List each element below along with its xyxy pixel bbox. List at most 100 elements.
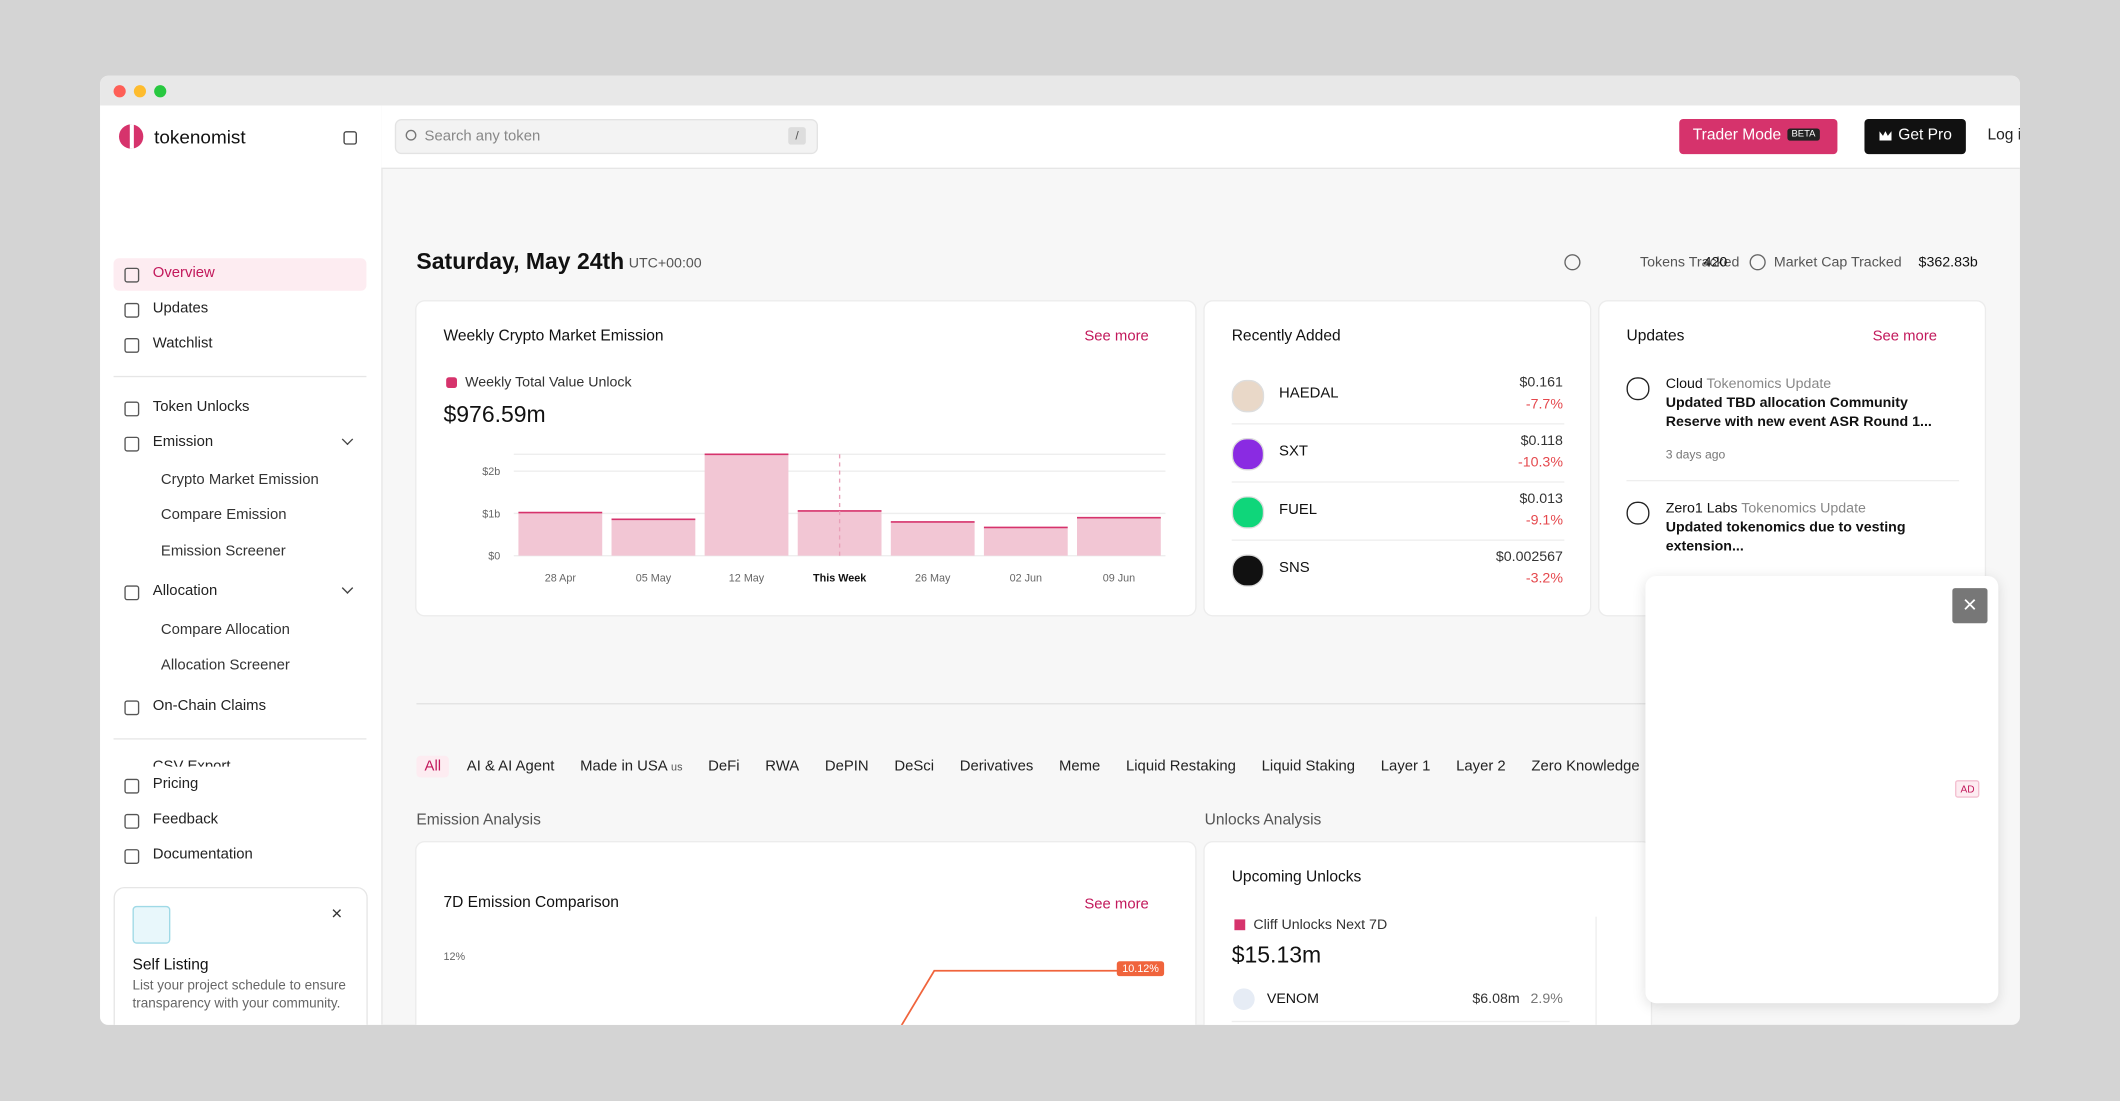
legend-swatch: [446, 377, 457, 389]
token-name[interactable]: SNS: [1279, 559, 1310, 576]
stat-icon: [1564, 254, 1581, 271]
trader-button[interactable]: Trader Mode BETA: [1679, 118, 1838, 155]
nav-item-cut: CSV Export: [152, 758, 231, 767]
token-change: -10.3%: [1517, 454, 1563, 471]
card-title: Recently Added: [1231, 328, 1341, 345]
tab[interactable]: Layer 2: [1456, 758, 1506, 775]
unlocks-card: Upcoming Unlocks Cliff Unlocks Next 7D $15…: [1204, 842, 1651, 1025]
token-icon: [1231, 554, 1265, 587]
tab[interactable]: Layer 1: [1380, 758, 1431, 775]
promo-title: Self Listing: [132, 957, 209, 974]
nav-item[interactable]: Documentation: [152, 846, 253, 863]
min-dot[interactable]: [133, 85, 147, 98]
nav-icon: [124, 302, 140, 318]
see-more[interactable]: See more: [1084, 896, 1149, 913]
tab[interactable]: DePIN: [824, 758, 869, 775]
tab[interactable]: All: [416, 755, 450, 778]
divider: [1231, 423, 1565, 425]
sidebar: tokenomist Overview Updates Watchlist Token …: [100, 105, 383, 1025]
line: [900, 969, 1120, 1025]
nav-item[interactable]: Emission: [152, 434, 214, 451]
token-icon: [1231, 438, 1265, 471]
timezone: UTC+00:00: [628, 255, 702, 272]
ad-close[interactable]: ×: [1952, 588, 1988, 624]
nav-item[interactable]: Watchlist: [152, 335, 213, 352]
token-name[interactable]: FUEL: [1279, 501, 1318, 518]
token-price: $0.002567: [1495, 548, 1563, 566]
search-placeholder: Search any token: [424, 128, 541, 145]
beta-badge: BETA: [1787, 128, 1820, 141]
update-text[interactable]: Updated TBD allocation Community Reserve…: [1665, 394, 1932, 430]
tab[interactable]: Made in USA us: [580, 758, 683, 775]
tab[interactable]: Liquid Staking: [1261, 758, 1356, 775]
nav-icon: [124, 338, 140, 353]
tab[interactable]: Derivatives: [959, 758, 1034, 775]
search-box[interactable]: Search any token /: [394, 118, 818, 155]
max-dot[interactable]: [154, 85, 167, 98]
x-tick-label: 02 Jun: [1010, 572, 1042, 584]
stat-icon: [1749, 254, 1766, 271]
token-name[interactable]: HAEDAL: [1279, 385, 1339, 402]
bar: [1077, 517, 1161, 556]
x-tick-label: 26 May: [915, 572, 951, 584]
chevron[interactable]: [341, 433, 354, 446]
promo-close[interactable]: ×: [331, 901, 343, 924]
nav-item[interactable]: Feedback: [152, 811, 219, 828]
nav-subitem[interactable]: Emission Screener: [160, 543, 286, 560]
tab[interactable]: AI & AI Agent: [466, 758, 555, 775]
divider: [113, 375, 367, 378]
section-label: Unlocks Analysis: [1204, 812, 1322, 829]
clip: CSV Export: [114, 757, 367, 766]
nav-item[interactable]: On-Chain Claims: [152, 697, 267, 714]
line-badge: 10.12%: [1116, 961, 1165, 977]
nav-item[interactable]: Updates: [152, 300, 209, 317]
nav-subitem[interactable]: Crypto Market Emission: [160, 471, 319, 489]
pro-label: Get Pro: [1898, 127, 1952, 144]
token-name[interactable]: SXT: [1279, 443, 1308, 460]
see-more[interactable]: See more: [1084, 328, 1149, 345]
nav-subitem[interactable]: Allocation Screener: [160, 657, 290, 674]
update-text[interactable]: Updated tokenomics due to vesting extens…: [1665, 519, 1906, 554]
login[interactable]: Log in: [1987, 127, 2019, 144]
nav-item[interactable]: Allocation: [152, 582, 218, 599]
divider: [113, 738, 367, 740]
update-kind: Tokenomics Update: [1706, 375, 1832, 393]
chevron[interactable]: [341, 582, 354, 594]
bar: [890, 521, 975, 556]
tab[interactable]: DeSci: [894, 758, 935, 775]
tab[interactable]: Liquid Restaking: [1125, 758, 1236, 775]
emission-chart: $0 $1b $2b 28 Apr 05 May 12 May This Week 26 Ma…: [482, 453, 1166, 584]
tab[interactable]: DeFi: [708, 758, 740, 775]
comparison-line: [900, 969, 1120, 1025]
logo-mark: [118, 124, 144, 149]
nav-subitem[interactable]: Compare Emission: [160, 507, 287, 524]
divider: [1231, 539, 1565, 541]
collapse-icon[interactable]: [343, 131, 357, 145]
x-tick-label: 12 May: [729, 572, 765, 584]
nav-item[interactable]: Pricing: [152, 776, 199, 793]
nav-item[interactable]: Token Unlocks: [152, 398, 250, 416]
stat-value: $362.83b: [1918, 254, 1978, 271]
nav-item[interactable]: Overview: [152, 264, 215, 282]
see-more[interactable]: See more: [1872, 328, 1938, 345]
update-icon: [1626, 377, 1650, 401]
nav-icon: [124, 267, 140, 283]
emission-card: Weekly Crypto Market Emission See more Wee…: [416, 301, 1196, 616]
pro-button[interactable]: Get Pro: [1864, 118, 1966, 155]
nav-subitem[interactable]: Compare Allocation: [160, 621, 290, 639]
tab[interactable]: Meme: [1058, 758, 1101, 775]
stat-value: 420: [1703, 254, 1728, 271]
header: Search any token / Trader Mode BETA Get Pro L…: [381, 105, 2020, 170]
row-value: $6.08m: [1472, 991, 1520, 1008]
title-bar: [100, 75, 2020, 106]
close-dot[interactable]: [113, 85, 126, 98]
token-icon: [1233, 988, 1255, 1010]
y-tick-label: $1b: [482, 508, 500, 520]
tab[interactable]: Zero Knowledge: [1531, 758, 1640, 775]
token-name[interactable]: VENOM: [1266, 991, 1319, 1008]
tab[interactable]: RWA: [765, 758, 800, 775]
ad-badge: AD: [1955, 780, 1980, 798]
update-head: Zero1 Labs Tokenomics Update: [1666, 500, 1866, 516]
